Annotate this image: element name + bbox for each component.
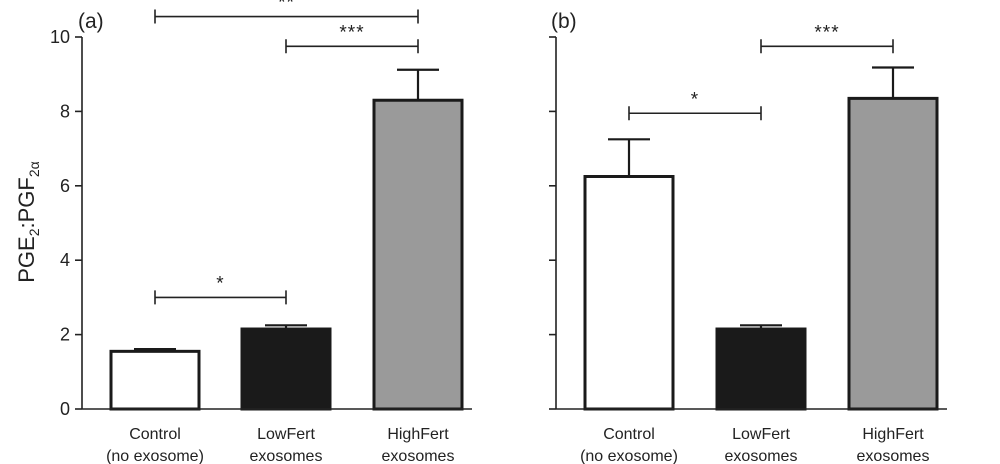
y-axis-label-sub2: 2α (26, 161, 42, 177)
y-axis-label: PGE2:PGF2α (14, 161, 42, 283)
panel-a-bar-0 (109, 349, 201, 411)
panel-a: 0 2 4 6 8 10 (a) Control (no exosome) LowFert exos… (50, 0, 472, 464)
panel-a-bar-1 (240, 327, 332, 411)
panel-b-bar-2 (847, 96, 939, 411)
panel-b-significance-bracket-1 (760, 39, 894, 54)
panel-a-category-sublabel-2: exosomes (382, 448, 455, 464)
panel-b: (b) Control (no exosome) LowFert exosomes Hig… (549, 10, 947, 464)
panel-b-category-label-2: HighFert (862, 426, 924, 443)
panel-a-y-tick-label-4: 4 (60, 250, 70, 270)
panel-a-category-sublabel-1: exosomes (250, 448, 323, 464)
panel-b-significance-bracket-0 (628, 106, 762, 121)
panel-a-significance-label-1: *** (339, 22, 364, 43)
panel-a-significance-label-2: ** (278, 0, 295, 14)
panel-b-bar-0 (583, 175, 675, 411)
panel-b-label: (b) (551, 10, 577, 33)
y-axis-label-main: PGE (14, 236, 39, 282)
panel-b-category-sublabel-1: exosomes (725, 448, 798, 464)
panel-a-y-tick-label-6: 6 (60, 176, 70, 196)
panel-b-bar-1 (715, 327, 807, 411)
panel-b-significance-label-0: * (691, 89, 699, 110)
panel-a-significance-bracket-0 (154, 290, 287, 305)
panel-a-y-tick-label-0: 0 (60, 399, 70, 419)
panel-a-significance-bracket-2 (154, 9, 419, 24)
panel-b-category-sublabel-0: (no exosome) (580, 448, 678, 464)
y-axis-label-sub1: 2 (26, 228, 42, 236)
y-axis-label-sep: :PGF (14, 177, 39, 228)
panel-a-category-label-1: LowFert (257, 426, 315, 443)
panel-a-y-tick-label-8: 8 (60, 101, 70, 121)
panel-b-category-label-1: LowFert (732, 426, 790, 443)
panel-a-label: (a) (78, 10, 104, 33)
panel-a-bar-2 (372, 98, 464, 411)
panel-a-significance-label-0: * (216, 273, 224, 294)
panel-b-category-label-0: Control (603, 426, 655, 443)
panel-b-category-sublabel-2: exosomes (857, 448, 930, 464)
panel-a-category-label-0: Control (129, 426, 181, 443)
panel-a-significance-bracket-1 (285, 39, 419, 54)
panel-a-category-label-2: HighFert (387, 426, 449, 443)
panel-a-y-tick-label-2: 2 (60, 325, 70, 345)
panel-a-category-sublabel-0: (no exosome) (106, 448, 204, 464)
panel-b-significance-label-1: *** (814, 22, 839, 43)
panel-a-y-tick-label-10: 10 (50, 27, 70, 47)
